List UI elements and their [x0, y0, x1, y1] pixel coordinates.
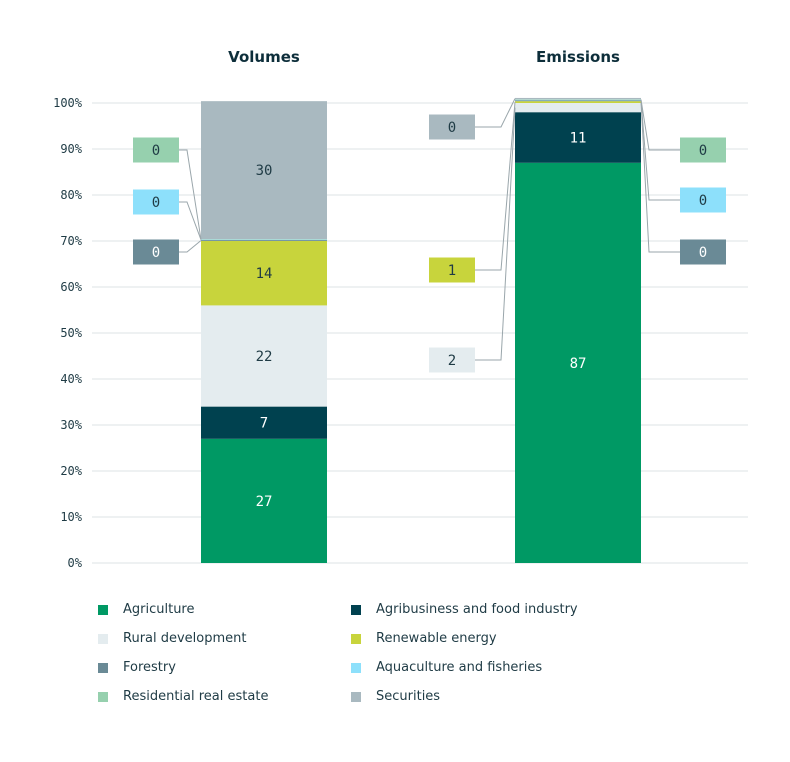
- y-tick-label: 40%: [60, 372, 82, 386]
- callout-box-residential-real-estate: [680, 137, 726, 163]
- callout-label: 1: [448, 263, 456, 279]
- legend-label: Forestry: [123, 660, 176, 675]
- callout-label: 0: [699, 245, 707, 261]
- legend-label: Renewable energy: [376, 631, 497, 646]
- legend-swatch: [98, 662, 108, 673]
- callout-label: 0: [152, 143, 160, 159]
- legend-swatch: [98, 691, 108, 702]
- bar-segment-securities: [515, 97, 641, 100]
- bar-segment-forestry: [201, 240, 327, 241]
- callout-label: 0: [699, 193, 707, 209]
- y-tick-label: 0%: [68, 556, 83, 570]
- callout-box-residential-real-estate: [133, 137, 179, 163]
- callout-box-aquaculture-and-fisheries: [680, 187, 726, 213]
- legend-label: Residential real estate: [123, 689, 269, 704]
- bar-segment-rural-development: [515, 103, 641, 113]
- legend-label: Securities: [376, 689, 441, 704]
- data-label: 11: [570, 131, 587, 147]
- callout-leader-line: [475, 102, 516, 271]
- callout-box-rural-development: [429, 347, 475, 373]
- y-tick-label: 90%: [60, 142, 82, 156]
- bar-segment-rural-development: [201, 305, 327, 407]
- legend-swatch: [351, 691, 361, 702]
- legend-swatch: [98, 604, 108, 615]
- callout-leader-line: [179, 240, 202, 253]
- data-label: 27: [256, 494, 273, 510]
- data-label: 14: [256, 266, 273, 282]
- callout-box-renewable-energy: [429, 257, 475, 283]
- legend-swatch: [98, 633, 108, 644]
- bar-segment-renewable-energy: [201, 241, 327, 306]
- legend-label: Agriculture: [123, 602, 195, 617]
- callout-box-forestry: [133, 239, 179, 265]
- legend-label: Aquaculture and fisheries: [376, 660, 543, 675]
- y-tick-label: 30%: [60, 418, 82, 432]
- stacked-bar-chart: 0% 10% 20% 30% 40% 50% 60% 70% 80% 90% 100% Volumes…: [53, 48, 748, 570]
- bar-segment-agriculture: [515, 162, 641, 564]
- legend-label: Rural development: [123, 631, 247, 646]
- bar-segment-securities: [201, 101, 327, 240]
- callout-leader-line: [640, 100, 680, 253]
- y-tick-label: 100%: [53, 96, 83, 110]
- category-title: Volumes: [228, 48, 300, 66]
- bar-segment-forestry: [515, 100, 641, 102]
- y-tick-label: 70%: [60, 234, 82, 248]
- legend-swatch: [351, 604, 361, 615]
- legend-item-residential-real-estate: Residential real estate: [98, 689, 268, 704]
- legend-item-rural-development: Rural development: [98, 631, 247, 646]
- callout-label: 0: [699, 143, 707, 159]
- legend-label: Agribusiness and food industry: [376, 602, 578, 617]
- bar-segment-renewable-energy: [515, 101, 641, 103]
- callout-leader-line: [179, 201, 202, 241]
- callout-leader-line: [640, 99, 680, 201]
- y-tick-label: 80%: [60, 188, 82, 202]
- category-title: Emissions: [536, 48, 620, 66]
- callout-leader-line: [179, 149, 202, 240]
- callout-leader-line: [640, 99, 680, 151]
- data-label: 7: [260, 416, 268, 432]
- callout-label: 0: [448, 120, 456, 136]
- y-tick-label: 60%: [60, 280, 82, 294]
- callout-label: 0: [152, 195, 160, 211]
- legend-item-agribusiness-and-food-industry: Agribusiness and food industry: [351, 602, 578, 617]
- bar-segment-agribusiness-and-food-industry: [201, 406, 327, 439]
- legend-item-forestry: Forestry: [98, 660, 176, 675]
- callout-label: 0: [152, 245, 160, 261]
- bar-segment-agriculture: [201, 438, 327, 563]
- data-label: 87: [570, 356, 587, 372]
- legend-item-agriculture: Agriculture: [98, 602, 195, 617]
- callout-box-securities: [429, 114, 475, 140]
- legend-item-aquaculture-and-fisheries: Aquaculture and fisheries: [351, 660, 542, 675]
- data-label: 30: [256, 163, 273, 179]
- y-tick-label: 20%: [60, 464, 82, 478]
- data-label: 22: [256, 349, 273, 365]
- y-tick-label: 50%: [60, 326, 82, 340]
- callout-box-aquaculture-and-fisheries: [133, 189, 179, 215]
- callout-label: 2: [448, 353, 456, 369]
- y-tick-label: 10%: [60, 510, 82, 524]
- legend-item-renewable-energy: Renewable energy: [351, 631, 497, 646]
- callout-box-forestry: [680, 239, 726, 265]
- callout-leader-line: [475, 98, 516, 128]
- bar-segment-agribusiness-and-food-industry: [515, 112, 641, 163]
- legend-swatch: [351, 662, 361, 673]
- callout-leader-line: [475, 107, 516, 361]
- legend-swatch: [351, 633, 361, 644]
- legend-item-securities: Securities: [351, 689, 440, 704]
